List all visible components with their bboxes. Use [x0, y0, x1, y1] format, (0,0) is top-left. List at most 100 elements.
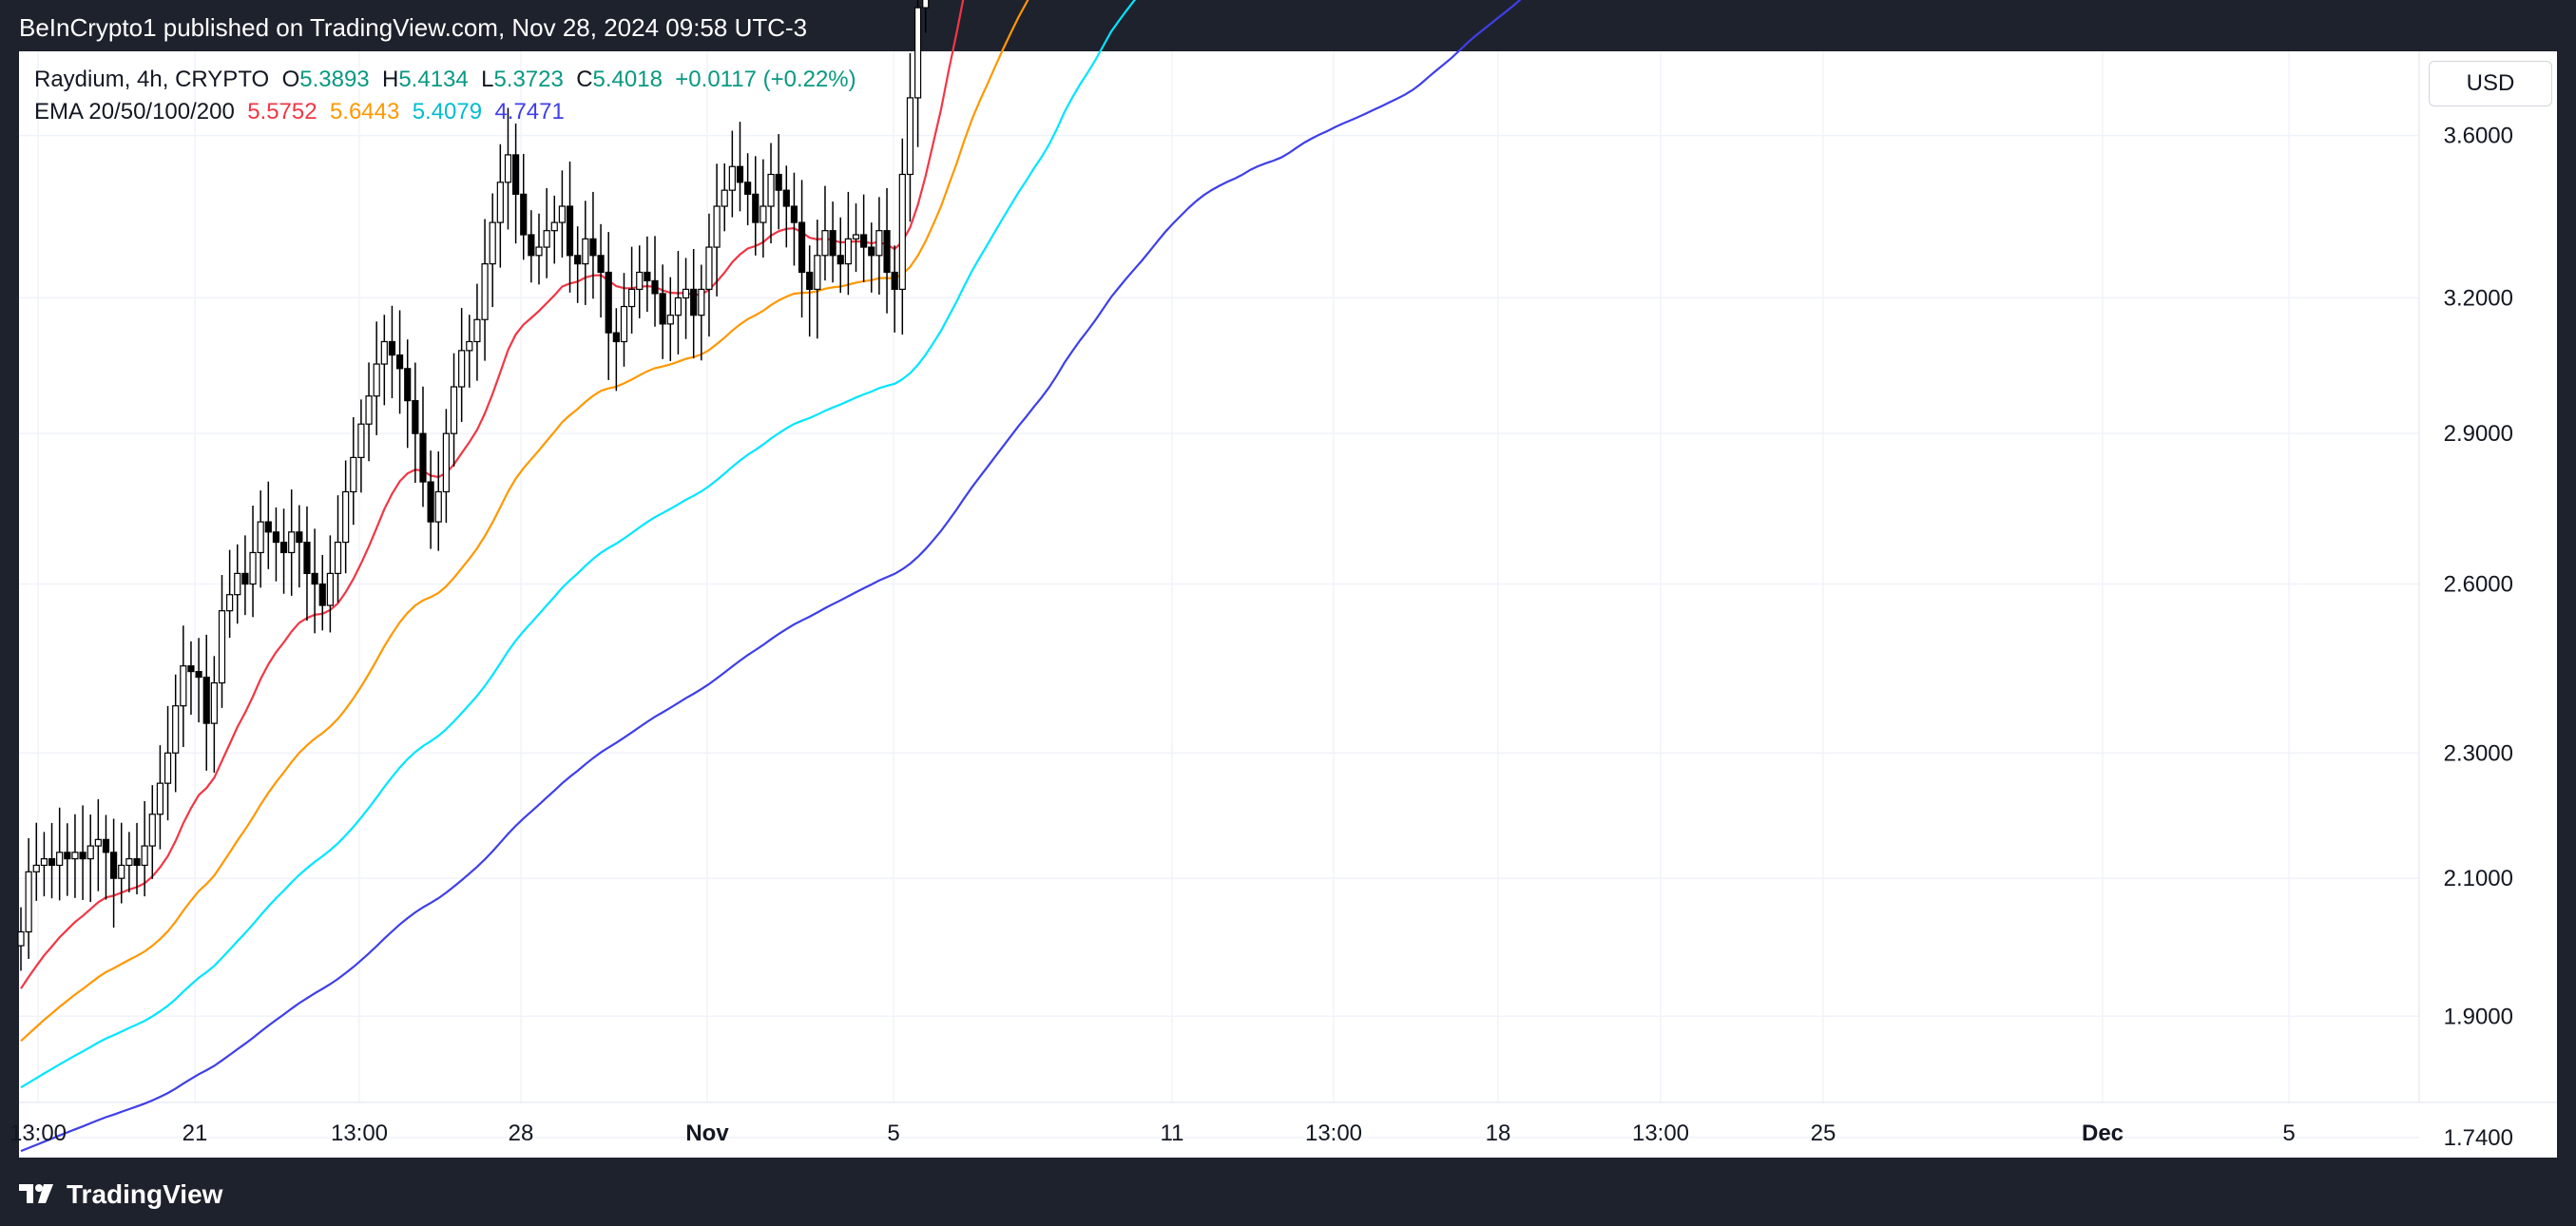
x-tick-label: 18: [1486, 1121, 1511, 1146]
ema-200-line: [20, 0, 1522, 1153]
candle-body: [875, 230, 883, 257]
candle-body: [829, 230, 836, 257]
y-tick-label: 2.3000: [2444, 740, 2513, 766]
candle-body: [489, 221, 496, 265]
y-tick-label: 3.6000: [2444, 124, 2513, 149]
symbol-legend: Raydium, 4h, CRYPTO O5.3893 H5.4134 L5.3…: [34, 67, 856, 93]
low-label: L: [481, 67, 494, 92]
axes: 1.58001.74001.90002.10002.30002.60002.90…: [10, 124, 2513, 1151]
tradingview-brand: TradingView: [67, 1179, 223, 1209]
publisher-text: BeInCrypto1 published on TradingView.com…: [19, 13, 808, 42]
candle-body: [342, 490, 350, 544]
candle-body: [767, 173, 775, 207]
ema-legend-label: EMA 20/50/100/200: [34, 99, 235, 125]
candle-body: [883, 230, 891, 274]
candle-body: [110, 852, 118, 879]
y-tick-label: 1.9000: [2444, 1004, 2513, 1029]
candle-body: [419, 432, 427, 483]
candle-body: [543, 230, 550, 248]
x-tick-label: Nov: [685, 1121, 729, 1146]
candle-body: [690, 288, 698, 316]
candle-body: [644, 271, 651, 282]
footer-bar: TradingView: [0, 1158, 2576, 1226]
candle-body: [450, 386, 458, 434]
candle-body: [620, 305, 628, 343]
candle-body: [674, 297, 682, 316]
candle-body: [180, 665, 187, 707]
candle-body: [257, 521, 264, 554]
candle-body: [234, 572, 241, 596]
ema100-value: 5.4079: [412, 99, 483, 125]
candle-body: [365, 395, 373, 425]
x-tick-label: 11: [1161, 1121, 1184, 1146]
open-value: 5.3893: [299, 67, 370, 92]
candle-body: [17, 930, 25, 947]
change-value: +0.0117 (+0.22%): [675, 67, 856, 92]
candle-body: [906, 97, 914, 176]
ema20-value: 5.5752: [247, 99, 317, 125]
candle-body: [25, 871, 32, 933]
candle-body: [466, 340, 473, 352]
candle-body: [427, 481, 434, 523]
candle-body: [821, 230, 829, 257]
candle-body: [102, 838, 110, 853]
candle-body: [651, 279, 659, 295]
candles: [17, 0, 930, 971]
x-tick-label: 28: [509, 1121, 534, 1146]
chart-panel[interactable]: [19, 51, 2557, 1158]
candle-body: [141, 845, 148, 867]
candle-body: [782, 189, 790, 207]
candle-body: [636, 271, 644, 290]
candle-body: [728, 165, 736, 191]
x-tick-label: 5: [887, 1121, 899, 1146]
y-tick-label: 2.6000: [2444, 572, 2513, 598]
chart-grid: [19, 51, 2557, 1139]
candle-body: [582, 238, 589, 265]
candle-body: [303, 541, 311, 574]
currency-button[interactable]: USD: [2429, 61, 2552, 106]
candle-body: [94, 838, 102, 847]
candle-body: [79, 852, 87, 860]
candle-body: [249, 551, 257, 585]
x-tick-label: 25: [1811, 1121, 1836, 1146]
candle-body: [721, 189, 728, 207]
x-tick-label: 21: [183, 1121, 208, 1146]
x-tick-label: 13:00: [331, 1121, 388, 1146]
candle-body: [311, 572, 318, 585]
candle-body: [64, 852, 71, 860]
candle-body: [87, 845, 94, 860]
candle-body: [202, 676, 210, 724]
ema-lines: [20, 0, 1522, 1153]
candle-body: [705, 246, 713, 290]
candle-body: [395, 354, 404, 370]
candle-body: [666, 315, 674, 325]
candle-body: [71, 852, 79, 860]
candle-body: [32, 864, 40, 872]
x-tick-label: 13:00: [1305, 1121, 1362, 1146]
ema-50-line: [20, 0, 1029, 1043]
candle-body: [412, 399, 419, 434]
candle-body: [814, 255, 821, 290]
candle-body: [496, 182, 504, 223]
tradingview-logo-icon: [19, 1184, 53, 1203]
candle-body: [318, 583, 326, 606]
candle-body: [172, 705, 180, 754]
candle-body: [163, 752, 172, 784]
candle-body: [836, 255, 844, 265]
candle-body: [520, 193, 528, 236]
tradingview-logo[interactable]: TradingView: [19, 1179, 222, 1210]
candle-body: [296, 531, 303, 544]
candle-body: [558, 205, 567, 223]
candle-body: [326, 572, 334, 606]
candle-body: [148, 814, 156, 847]
candle-body: [288, 531, 296, 554]
candle-body: [334, 541, 342, 574]
candle-body: [241, 572, 249, 585]
ema-legend: EMA 20/50/100/200 5.5752 5.6443 5.4079 4…: [34, 99, 565, 125]
candle-body: [775, 173, 782, 191]
x-tick-label: 5: [2282, 1121, 2295, 1146]
x-tick-label: 13:00: [10, 1121, 67, 1146]
candle-body: [195, 671, 202, 679]
x-tick-label: 13:00: [1632, 1121, 1689, 1146]
